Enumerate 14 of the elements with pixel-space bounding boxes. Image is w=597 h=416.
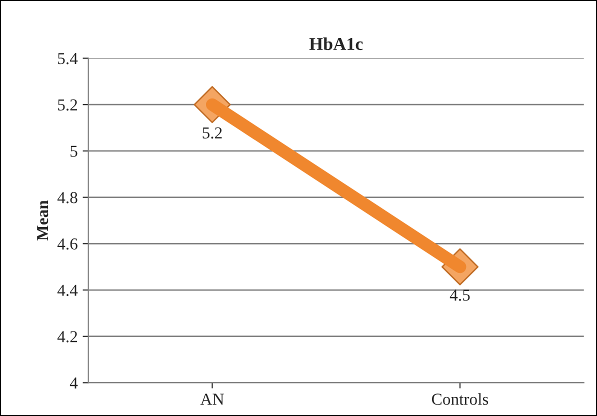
y-tick-label: 4.2 bbox=[57, 331, 78, 342]
y-axis-title: Mean bbox=[37, 200, 48, 241]
y-tick-label: 5 bbox=[70, 146, 78, 157]
y-tick-label: 4.8 bbox=[57, 192, 78, 204]
y-tick-label: 5.2 bbox=[58, 99, 78, 111]
y-tick-label: 4.4 bbox=[57, 284, 78, 296]
y-tick-label: 4.6 bbox=[57, 238, 78, 250]
x-tick-label: AN bbox=[200, 394, 224, 405]
y-tick-label: 5.4 bbox=[58, 53, 78, 64]
y-tick-label: 4 bbox=[70, 378, 78, 389]
x-tick-label: Controls bbox=[432, 393, 488, 405]
data-label: 4.5 bbox=[450, 290, 470, 301]
data-label: 5.2 bbox=[202, 127, 222, 139]
chart-title: HbA1c bbox=[309, 37, 363, 50]
